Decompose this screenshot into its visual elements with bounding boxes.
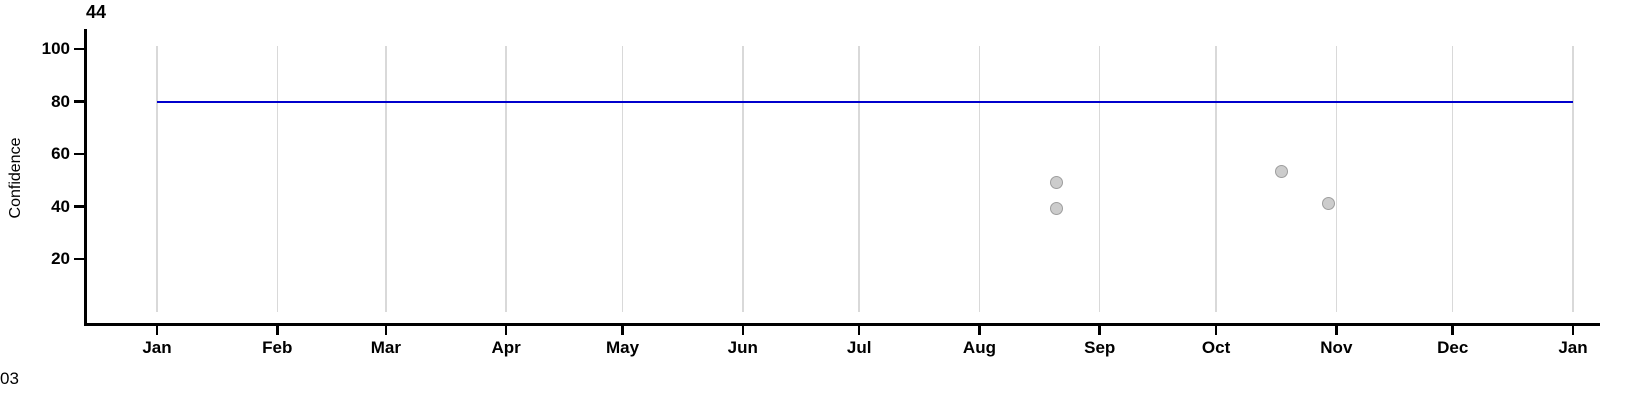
month-gridline xyxy=(858,46,860,312)
x-tick-label: Jun xyxy=(727,338,758,357)
y-tick-label: 60 xyxy=(51,144,70,163)
x-tick-label: Aug xyxy=(962,338,996,357)
x-axis-tick xyxy=(155,326,159,335)
x-axis-label: 2003 xyxy=(0,369,19,388)
x-tick-label: May xyxy=(605,338,640,357)
x-tick-label: Feb xyxy=(262,338,293,357)
y-axis-tick xyxy=(74,100,85,103)
x-axis-tick xyxy=(504,326,508,335)
x-tick-label: Dec xyxy=(1437,338,1469,357)
month-gridline xyxy=(621,46,624,312)
month-gridline xyxy=(1098,46,1101,312)
y-axis-tick xyxy=(74,257,85,261)
x-axis-tick xyxy=(857,326,861,335)
x-axis-tick xyxy=(741,326,745,335)
y-axis-tick xyxy=(74,205,85,208)
chart-title: 44 xyxy=(86,2,107,22)
x-axis-tick xyxy=(1335,326,1338,335)
data-point xyxy=(1050,175,1064,189)
x-tick-label: Jan xyxy=(1558,338,1588,357)
x-tick-label: Nov xyxy=(1320,338,1353,357)
x-axis-line xyxy=(84,323,1600,326)
data-point xyxy=(1050,202,1064,216)
month-gridline xyxy=(1572,46,1574,312)
x-tick-label: Sep xyxy=(1084,338,1116,357)
x-axis-tick xyxy=(276,326,279,335)
month-gridline xyxy=(1335,46,1338,312)
y-axis-tick xyxy=(74,47,85,51)
x-axis-tick xyxy=(1098,326,1101,335)
data-point xyxy=(1275,165,1289,179)
month-gridline xyxy=(742,46,744,312)
month-gridline xyxy=(1215,46,1217,312)
month-gridline xyxy=(276,46,278,312)
x-axis-tick xyxy=(621,326,624,335)
y-tick-label: 20 xyxy=(51,249,70,268)
x-tick-label: Jul xyxy=(846,338,872,357)
x-axis-tick xyxy=(384,326,388,335)
month-gridline xyxy=(1451,46,1454,312)
x-tick-label: Mar xyxy=(370,338,401,357)
month-gridline xyxy=(156,46,158,312)
x-axis-tick xyxy=(1451,326,1454,335)
month-gridline xyxy=(505,46,507,312)
x-axis-tick xyxy=(1571,326,1575,335)
y-tick-label: 80 xyxy=(51,91,70,111)
data-point xyxy=(1321,196,1335,210)
x-tick-label: Jan xyxy=(142,338,172,357)
x-tick-label: Apr xyxy=(491,338,521,357)
y-tick-label: 40 xyxy=(51,196,70,216)
x-axis-tick xyxy=(978,326,981,335)
y-tick-label: 100 xyxy=(41,39,70,58)
reference-line xyxy=(157,100,1573,103)
y-axis-line xyxy=(84,29,87,326)
x-tick-label: Oct xyxy=(1201,338,1231,357)
y-axis-tick xyxy=(74,152,85,156)
month-gridline xyxy=(978,46,981,312)
x-axis-tick xyxy=(1214,326,1218,335)
month-gridline xyxy=(385,46,387,312)
